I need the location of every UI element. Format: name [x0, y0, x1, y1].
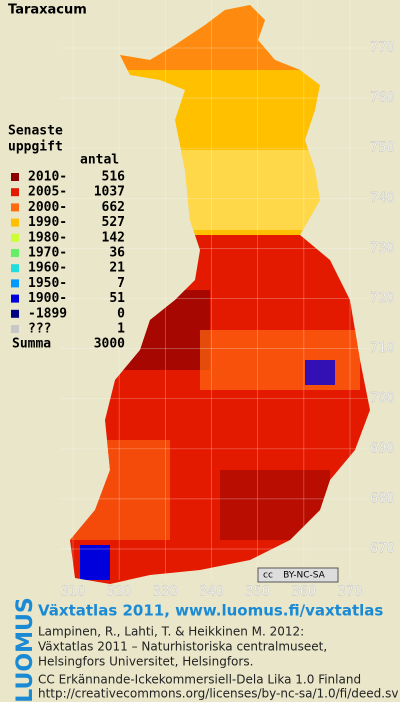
- legend-count: 0: [117, 306, 125, 321]
- legend-label: 1990-: [28, 215, 67, 230]
- legend-count: 1037: [94, 185, 125, 200]
- legend-swatch: [11, 233, 19, 242]
- license-badge: [257, 567, 339, 583]
- brand: LUOMUS: [13, 597, 38, 702]
- y-tick-label: 680: [370, 491, 395, 506]
- legend-count: 527: [102, 215, 125, 230]
- legend-count: 662: [102, 200, 125, 215]
- legend-count: 36: [109, 246, 125, 261]
- license-line: http://creativecommons.org/licenses/by-n…: [38, 687, 398, 701]
- legend-count: 21: [109, 261, 125, 276]
- legend-total: 3000: [94, 337, 125, 352]
- y-tick-label: 720: [370, 291, 395, 306]
- legend-swatch: [11, 294, 19, 303]
- y-tick-label: 760: [370, 91, 395, 106]
- legend-count: 516: [102, 170, 126, 185]
- badge-cc: cc: [263, 571, 273, 581]
- x-tick-label: 340: [199, 585, 224, 600]
- legend-label: 1960-: [28, 261, 67, 276]
- legend-swatch: [11, 249, 19, 257]
- citation-line: Lampinen, R., Lahti, T. & Heikkinen M. 2…: [38, 625, 304, 639]
- legend-count: 1: [117, 322, 125, 337]
- x-tick-label: 360: [291, 585, 316, 600]
- legend-count-heading: antal: [80, 153, 119, 168]
- legend-swatch: [11, 279, 19, 288]
- footer-headline: Växtatlas 2011, www.luomus.fi/vaxtatlas: [38, 602, 383, 620]
- legend-swatch: [11, 325, 19, 333]
- legend-total-label: Summa: [12, 337, 51, 352]
- legend-swatch: [11, 309, 19, 318]
- license-line: CC Erkännande-Ickekommersiell-Dela Lika …: [38, 673, 361, 687]
- legend-label: 2000-: [28, 200, 67, 215]
- citation-line: Helsingfors Universitet, Helsingfors.: [38, 655, 253, 669]
- y-tick-label: 770: [370, 41, 395, 56]
- legend-label: 1980-: [28, 230, 67, 245]
- legend-label: 1950-: [28, 276, 67, 291]
- citation-line: Växtatlas 2011 – Naturhistoriska central…: [38, 640, 327, 654]
- legend-label: 1970-: [28, 246, 67, 261]
- x-tick-label: 330: [153, 585, 178, 600]
- y-tick-label: 690: [370, 441, 395, 456]
- y-tick-label: 670: [370, 542, 395, 557]
- legend-count: 51: [109, 291, 125, 306]
- x-tick-label: 310: [61, 585, 86, 600]
- legend-count: 7: [117, 276, 125, 291]
- legend-swatch: [11, 218, 19, 227]
- legend-label: ???: [28, 322, 51, 337]
- y-tick-label: 740: [370, 191, 395, 206]
- y-tick-label: 700: [370, 391, 395, 406]
- badge-text: BY-NC-SA: [283, 571, 326, 581]
- x-tick-label: 350: [245, 585, 270, 600]
- x-tick-label: 320: [107, 585, 132, 600]
- x-tick-label: 370: [338, 585, 363, 600]
- legend-heading: uppgift: [8, 140, 63, 155]
- legend-label: 2010-: [28, 170, 67, 185]
- legend-swatch: [11, 173, 19, 181]
- legend-label: 1900-: [28, 291, 67, 306]
- y-tick-label: 750: [370, 141, 395, 156]
- legend-heading: Senaste: [8, 124, 63, 139]
- legend-count: 142: [102, 230, 125, 245]
- legend-label: 2005-: [28, 185, 67, 200]
- legend-label: -1899: [28, 306, 67, 321]
- legend-swatch: [11, 203, 19, 212]
- y-tick-label: 710: [370, 341, 395, 356]
- legend-swatch: [11, 264, 19, 273]
- y-tick-label: 730: [370, 241, 395, 256]
- legend-swatch: [11, 188, 19, 197]
- map-title: Taraxacum: [8, 3, 87, 18]
